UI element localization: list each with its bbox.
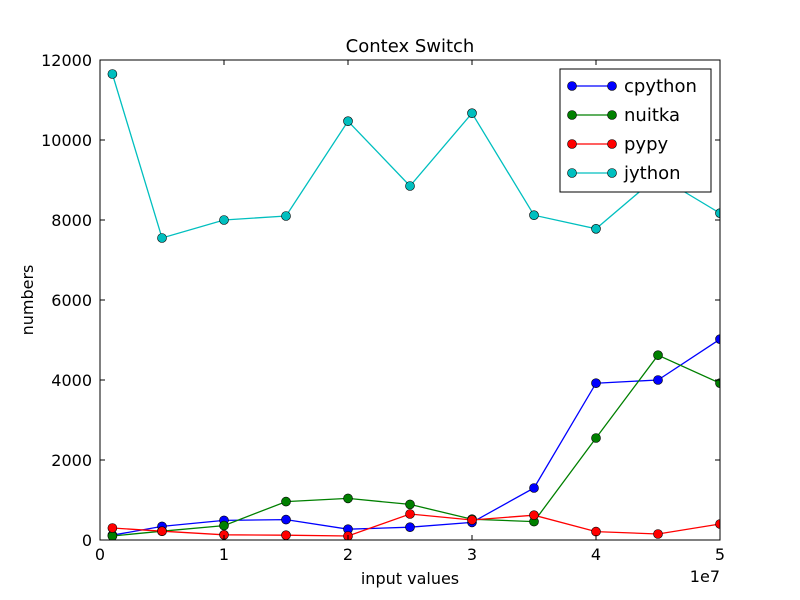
- data-point-jython: [219, 215, 229, 225]
- legend-marker: [567, 139, 577, 149]
- legend-marker: [567, 110, 577, 120]
- data-point-jython: [591, 224, 601, 234]
- series-line-nuitka: [112, 354, 720, 537]
- legend-item-pypy: pypy: [567, 134, 669, 155]
- legend-marker: [607, 110, 617, 120]
- data-point-cpython: [529, 483, 539, 493]
- ticks-layer: 0 1 2 3 4 5 0 2000 4000 6000 8000 10000 12000: [41, 51, 725, 564]
- x-tick-label: 1: [219, 545, 229, 564]
- data-point-nuitka: [281, 496, 291, 507]
- x-tick-label: 0: [95, 545, 105, 564]
- legend-marker: [607, 168, 617, 178]
- data-point-jython: [157, 233, 167, 243]
- data-point-jython: [529, 210, 539, 220]
- series-cpython: [107, 334, 720, 540]
- legend: cpython nuitka pypy jython: [559, 68, 712, 193]
- series-pypy: [107, 509, 720, 540]
- y-tick-label: 10000: [41, 131, 92, 150]
- data-point-cpython: [281, 514, 291, 525]
- series-layer: [107, 69, 720, 540]
- data-point-cpython: [653, 375, 663, 385]
- data-point-jython: [405, 181, 415, 191]
- legend-label: cpython: [624, 76, 697, 97]
- legend-label: nuitka: [624, 105, 680, 126]
- data-point-pypy: [653, 529, 663, 539]
- data-point-pypy: [107, 523, 118, 533]
- y-tick-label: 0: [82, 531, 92, 550]
- data-point-nuitka: [715, 378, 720, 388]
- data-point-nuitka: [405, 499, 415, 510]
- data-point-pypy: [405, 509, 415, 519]
- data-point-jython: [715, 208, 720, 218]
- legend-marker: [567, 168, 577, 178]
- y-tick-label: 12000: [41, 51, 92, 70]
- data-point-pypy: [467, 515, 477, 525]
- x-tick-label: 3: [467, 545, 477, 564]
- y-tick-label: 2000: [51, 451, 92, 470]
- x-axis-offset-label: 1e7: [690, 567, 720, 586]
- data-point-nuitka: [107, 531, 118, 540]
- data-point-jython: [343, 116, 353, 126]
- data-point-nuitka: [343, 493, 353, 504]
- legend-label: jython: [623, 163, 681, 184]
- data-point-pypy: [157, 526, 167, 537]
- y-axis-label: numbers: [18, 265, 37, 336]
- data-point-pypy: [591, 526, 601, 537]
- x-tick-label: 2: [343, 545, 353, 564]
- legend-marker: [567, 81, 577, 91]
- series-line-pypy: [112, 513, 720, 537]
- data-point-cpython: [405, 522, 415, 533]
- data-point-nuitka: [653, 350, 663, 361]
- legend-item-jython: jython: [567, 163, 681, 184]
- x-tick-label: 5: [715, 545, 725, 564]
- legend-marker: [607, 81, 617, 91]
- legend-item-nuitka: nuitka: [567, 105, 680, 126]
- x-axis-label: input values: [361, 569, 459, 588]
- legend-label: pypy: [624, 134, 669, 155]
- data-point-cpython: [591, 378, 601, 389]
- y-tick-label: 8000: [51, 211, 92, 230]
- series-jython: [107, 69, 720, 243]
- data-point-pypy: [529, 510, 539, 521]
- data-point-jython: [107, 69, 118, 79]
- data-point-jython: [467, 108, 477, 118]
- legend-marker: [607, 139, 617, 149]
- y-tick-label: 6000: [51, 291, 92, 310]
- data-point-jython: [281, 211, 291, 221]
- data-point-cpython: [715, 334, 720, 344]
- data-point-nuitka: [219, 520, 229, 531]
- series-nuitka: [107, 350, 720, 540]
- y-tick-label: 4000: [51, 371, 92, 390]
- x-tick-label: 4: [591, 545, 601, 564]
- legend-item-cpython: cpython: [567, 76, 697, 97]
- data-point-pypy: [715, 519, 720, 529]
- data-point-pypy: [281, 530, 291, 540]
- data-point-nuitka: [591, 433, 601, 443]
- chart-title: Contex Switch: [346, 36, 475, 57]
- legend-box: [559, 68, 712, 193]
